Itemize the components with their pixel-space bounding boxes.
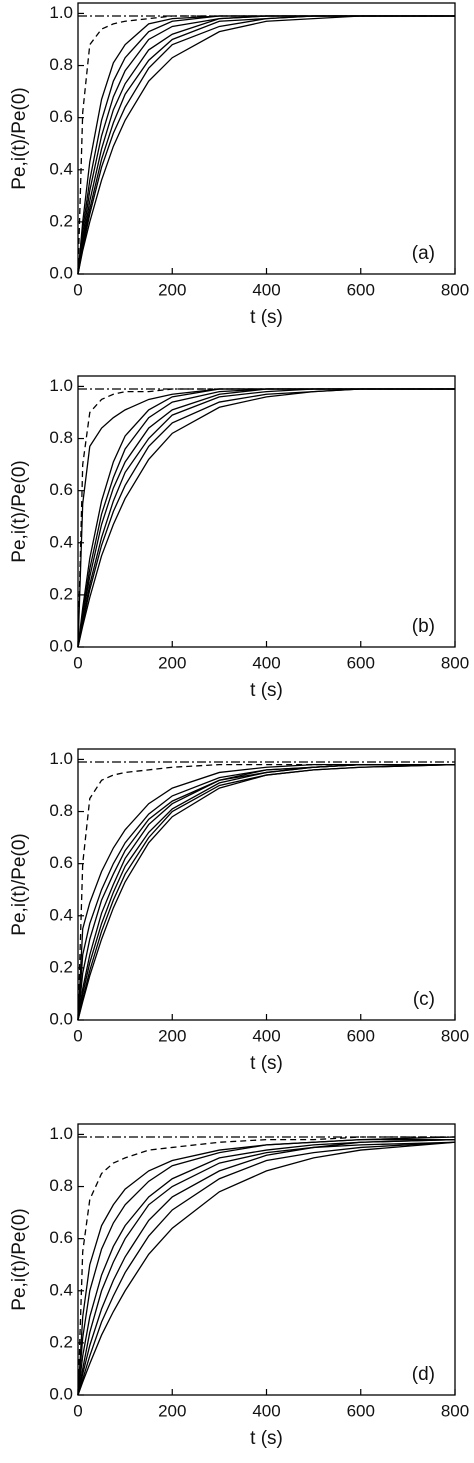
y-tick-label: 0.0 — [49, 1384, 73, 1403]
panel-label: (a) — [412, 243, 435, 264]
curve — [77, 388, 455, 648]
curve — [77, 15, 455, 275]
x-tick-label: 0 — [73, 1026, 82, 1045]
x-tick-label: 400 — [252, 1026, 280, 1045]
y-tick-label: 0.4 — [49, 905, 73, 924]
curve — [77, 763, 456, 1021]
y-tick-label: 0.2 — [49, 211, 73, 230]
x-axis-label: t (s) — [250, 307, 283, 328]
curve — [77, 388, 455, 648]
x-tick-label: 800 — [441, 653, 469, 672]
curve — [77, 15, 455, 275]
curve — [77, 1141, 456, 1396]
curve — [77, 1141, 456, 1396]
y-tick-label: 0.0 — [49, 263, 73, 282]
y-tick-label: 0.0 — [49, 1009, 73, 1028]
y-tick-label: 1.0 — [49, 749, 73, 768]
curve — [77, 388, 455, 648]
x-tick-label: 400 — [252, 280, 280, 299]
curve — [77, 763, 455, 1021]
y-tick-label: 0.2 — [49, 1332, 73, 1351]
curve — [77, 763, 455, 1021]
curve — [77, 388, 455, 648]
y-tick-label: 0.2 — [49, 584, 73, 603]
x-axis-label: t (s) — [250, 1053, 283, 1074]
y-tick-label: 0.8 — [49, 428, 73, 447]
y-tick-label: 0.8 — [49, 1176, 73, 1195]
panel-label: (d) — [412, 1364, 435, 1385]
plot-frame — [77, 375, 456, 648]
y-tick-label: 1.0 — [49, 1124, 73, 1143]
curve — [77, 763, 456, 1021]
curve — [77, 15, 455, 275]
x-tick-label: 600 — [347, 280, 375, 299]
x-tick-label: 600 — [347, 1026, 375, 1045]
curve — [77, 1138, 456, 1396]
y-tick-label: 0.0 — [49, 636, 73, 655]
x-axis-label: t (s) — [250, 680, 283, 701]
y-axis-label: Pe,i(t)/Pe(0) — [9, 1208, 30, 1310]
y-tick-label: 0.4 — [49, 532, 73, 551]
plot-frame — [77, 1123, 456, 1396]
y-tick-label: 1.0 — [49, 3, 73, 22]
x-tick-label: 600 — [347, 1401, 375, 1420]
x-tick-label: 200 — [158, 1401, 186, 1420]
curve — [77, 1138, 456, 1396]
y-tick-label: 0.4 — [49, 1280, 73, 1299]
x-tick-label: 0 — [73, 280, 82, 299]
curve — [77, 388, 455, 648]
y-tick-label: 0.6 — [49, 853, 73, 872]
x-tick-label: 200 — [158, 653, 186, 672]
panel-label: (b) — [412, 616, 435, 637]
y-tick-label: 0.6 — [49, 107, 73, 126]
curve — [77, 15, 455, 275]
curve — [77, 15, 455, 275]
y-axis-label: Pe,i(t)/Pe(0) — [9, 87, 30, 189]
y-tick-label: 0.8 — [49, 55, 73, 74]
x-tick-label: 800 — [441, 280, 469, 299]
curve — [77, 388, 455, 648]
y-tick-label: 1.0 — [49, 376, 73, 395]
x-tick-label: 0 — [73, 653, 82, 672]
x-tick-label: 400 — [252, 653, 280, 672]
curve — [77, 15, 455, 275]
curve — [77, 388, 455, 648]
curve — [77, 388, 455, 648]
curve — [77, 763, 455, 1021]
y-tick-label: 0.6 — [49, 480, 73, 499]
x-tick-label: 200 — [158, 280, 186, 299]
curve — [77, 763, 455, 1021]
y-tick-label: 0.6 — [49, 1228, 73, 1247]
x-tick-label: 800 — [441, 1401, 469, 1420]
curve — [77, 1138, 455, 1396]
x-tick-label: 600 — [347, 653, 375, 672]
y-axis-label: Pe,i(t)/Pe(0) — [9, 833, 30, 935]
curve — [77, 15, 455, 275]
x-axis-label: t (s) — [250, 1428, 283, 1449]
x-tick-label: 200 — [158, 1026, 186, 1045]
panel-label: (c) — [413, 989, 435, 1010]
x-tick-label: 800 — [441, 1026, 469, 1045]
curve — [77, 1136, 455, 1396]
y-axis-label: Pe,i(t)/Pe(0) — [9, 460, 30, 562]
y-tick-label: 0.8 — [49, 801, 73, 820]
x-tick-label: 400 — [252, 1401, 280, 1420]
plot-frame — [77, 2, 456, 275]
curve — [77, 1136, 456, 1396]
plot-frame — [77, 748, 456, 1021]
curve — [77, 763, 455, 1021]
x-tick-label: 0 — [73, 1401, 82, 1420]
y-tick-label: 0.2 — [49, 957, 73, 976]
y-tick-label: 0.4 — [49, 159, 73, 178]
curve — [77, 763, 455, 1021]
curve — [77, 1141, 456, 1396]
curve — [77, 15, 455, 275]
